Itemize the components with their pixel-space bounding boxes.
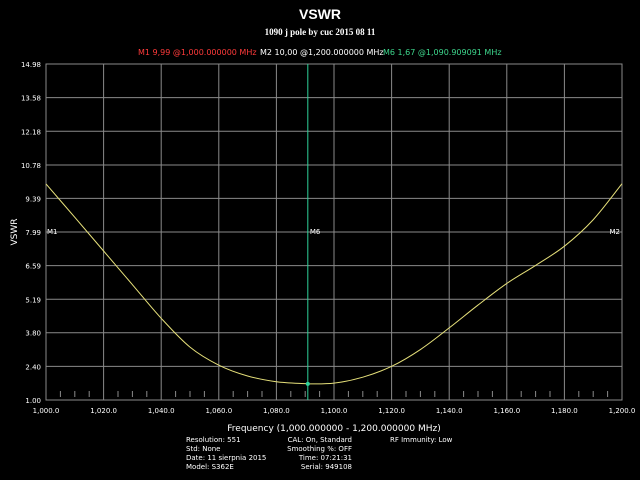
- plot-area: 14.98 13.58 12.18 10.78 9.39 7.99 6.59 5.19 3.80…: [21, 61, 635, 415]
- y-tick-label: 5.19: [25, 296, 41, 304]
- x-tick-label: 1,200.0: [609, 407, 636, 415]
- y-tick-label: 6.59: [25, 263, 41, 271]
- info-line: CAL: On, Standard: [288, 436, 352, 444]
- info-column-3: RF Immunity: Low: [390, 436, 453, 444]
- y-tick-label: 7.99: [25, 229, 41, 237]
- y-axis-ticks: 14.98 13.58 12.18 10.78 9.39 7.99 6.59 5.19 3.80…: [21, 61, 41, 405]
- x-tick-label: 1,080.0: [263, 407, 290, 415]
- y-tick-label: 10.78: [21, 162, 41, 170]
- info-line: Time: 07:21:31: [298, 454, 352, 462]
- x-tick-label: 1,140.0: [436, 407, 463, 415]
- x-tick-label: 1,160.0: [493, 407, 520, 415]
- x-axis-label: Frequency (1,000.000000 - 1,200.000000 M…: [227, 424, 440, 434]
- marker-m1-readout: M1 9,99 @1,000.000000 MHz: [138, 48, 257, 57]
- x-tick-label: 1,120.0: [378, 407, 405, 415]
- y-tick-label: 3.80: [25, 330, 41, 338]
- x-tick-label: 1,040.0: [148, 407, 175, 415]
- chart-title: VSWR: [299, 6, 341, 22]
- info-line: Serial: 949108: [301, 463, 352, 471]
- x-tick-label: 1,100.0: [321, 407, 348, 415]
- marker-m6-tag: M6: [310, 228, 321, 236]
- marker-m1-tag: M1: [47, 228, 58, 236]
- x-axis-ticks: 1,000.0 1,020.0 1,040.0 1,060.0 1,080.0 1,100…: [33, 407, 636, 415]
- y-tick-label: 12.18: [21, 128, 41, 136]
- info-line: Smoothing %: OFF: [287, 445, 352, 453]
- marker-m2-tag: M2: [610, 228, 621, 236]
- y-axis-label: VSWR: [10, 218, 20, 245]
- marker-m6-point: [305, 381, 310, 386]
- y-tick-label: 13.58: [21, 95, 41, 103]
- info-line: Date: 11 sierpnia 2015: [186, 454, 266, 462]
- marker-m6-readout: M6 1,67 @1,090.909091 MHz: [383, 48, 502, 57]
- grid-lines: [46, 64, 622, 400]
- x-tick-label: 1,180.0: [551, 407, 578, 415]
- minor-ticks: [59, 391, 609, 397]
- x-tick-label: 1,000.0: [33, 407, 60, 415]
- info-line: Resolution: 551: [186, 436, 241, 444]
- y-tick-label: 2.40: [25, 363, 41, 371]
- x-tick-label: 1,060.0: [205, 407, 232, 415]
- info-line: Std: None: [186, 445, 220, 453]
- y-tick-label: 9.39: [25, 195, 41, 203]
- info-line: Model: S362E: [186, 463, 234, 471]
- marker-m2-readout: M2 10,00 @1,200.000000 MHz: [260, 48, 384, 57]
- y-tick-label: 1.00: [25, 397, 41, 405]
- vswr-trace: [45, 183, 623, 385]
- x-tick-label: 1,020.0: [90, 407, 117, 415]
- y-tick-label: 14.98: [21, 61, 41, 69]
- info-line: RF Immunity: Low: [390, 436, 453, 444]
- chart-subtitle: 1090 j pole by cuc 2015 08 11: [265, 27, 376, 37]
- marker-readouts: M1 9,99 @1,000.000000 MHz M2 10,00 @1,20…: [138, 48, 502, 57]
